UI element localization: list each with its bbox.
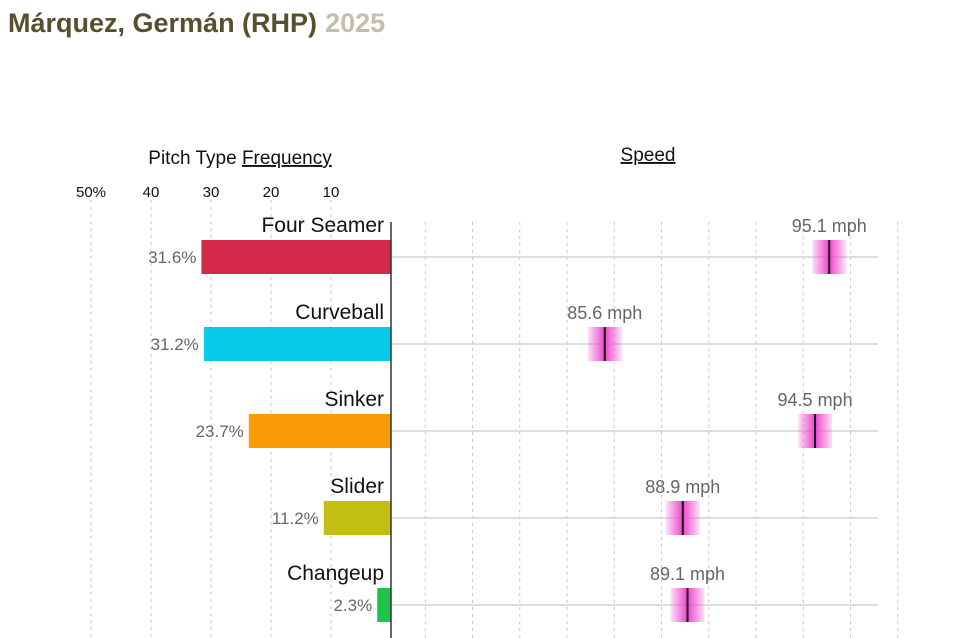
frequency-tick-label: 30 xyxy=(203,184,220,201)
frequency-value-label: 31.6% xyxy=(148,248,196,267)
pitch-type-label: Slider xyxy=(330,475,384,498)
frequency-tick-label: 50% xyxy=(76,184,106,201)
frequency-value-label: 23.7% xyxy=(196,422,244,441)
speed-value-label: 85.6 mph xyxy=(567,303,642,323)
frequency-sort-link[interactable]: Frequency xyxy=(242,148,332,169)
frequency-value-label: 2.3% xyxy=(333,596,372,615)
frequency-tick-label: 10 xyxy=(323,184,340,201)
speed-value-label: 95.1 mph xyxy=(792,216,867,236)
speed-value-label: 89.1 mph xyxy=(650,564,725,584)
pitch-type-label: Changeup xyxy=(287,562,384,585)
speed-header[interactable]: Speed xyxy=(621,145,676,166)
chart-title: Márquez, Germán (RHP) 2025 xyxy=(8,8,385,39)
pitch-type-label: Curveball xyxy=(295,301,384,324)
speed-value-label: 94.5 mph xyxy=(778,390,853,410)
frequency-bar xyxy=(248,414,391,448)
frequency-bar xyxy=(203,327,391,361)
season-year: 2025 xyxy=(325,8,386,38)
frequency-header: Pitch Type Frequency xyxy=(148,148,332,169)
frequency-value-label: 11.2% xyxy=(272,509,319,528)
frequency-bar xyxy=(377,588,391,622)
pitch-type-label: Four Seamer xyxy=(261,214,384,237)
speed-value-label: 88.9 mph xyxy=(645,477,720,497)
frequency-tick-label: 20 xyxy=(263,184,280,201)
frequency-bar xyxy=(323,501,391,535)
frequency-value-label: 31.2% xyxy=(151,335,199,354)
frequency-tick-label: 40 xyxy=(143,184,160,201)
frequency-bar xyxy=(201,240,391,274)
pitch-type-label: Sinker xyxy=(324,388,384,411)
player-name: Márquez, Germán (RHP) xyxy=(8,8,318,38)
